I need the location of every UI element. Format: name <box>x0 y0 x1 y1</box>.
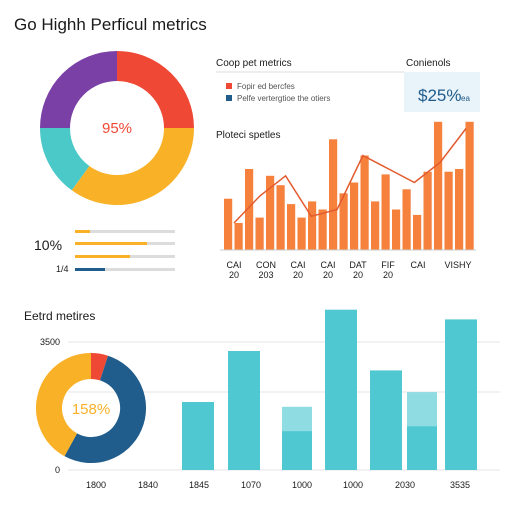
top-bar-4 <box>266 175 275 251</box>
legend-label-1: Pelfe vertergtioe the otiers <box>237 94 330 103</box>
bottom-bar-1 <box>228 351 260 470</box>
top-bar-11 <box>339 193 348 250</box>
bottom-x-label-0: 1800 <box>86 480 106 490</box>
top-bar-15 <box>381 174 390 250</box>
donut-chart-top <box>40 51 194 205</box>
top-bar-21 <box>444 171 453 250</box>
bottom-bar-6 <box>445 319 477 470</box>
top-bar-12 <box>350 182 359 250</box>
top-x-label-4: DAT 20 <box>349 260 367 280</box>
top-bar-chart-x-labels: CAI 20 CON 203 CAI 20 CAI 20 DAT 20 FIF 20 CAI VISHY <box>226 260 471 280</box>
top-bar-18 <box>413 214 422 250</box>
top-x-label-0: CAI 20 <box>226 260 241 280</box>
donut-top-slice-0 <box>116 51 194 129</box>
top-bar-8 <box>308 201 317 250</box>
bottom-y-tick-2: 0 <box>55 465 60 475</box>
legend-panel-title: Coop pet metrics <box>216 58 292 69</box>
bottom-x-label-1: 1840 <box>138 480 158 490</box>
legend-swatch-1 <box>226 95 232 101</box>
progress-main-label: 10% <box>34 237 62 253</box>
legend-label-0: Fopir ed bercfes <box>237 82 295 91</box>
kpi-card-unit: ea <box>461 94 470 103</box>
top-bar-3 <box>255 217 264 250</box>
progress-track-3 <box>75 268 175 271</box>
progress-bars <box>75 230 175 271</box>
top-bar-19 <box>423 171 432 250</box>
bottom-x-label-4: 1000 <box>292 480 312 490</box>
top-bar-chart-title: Ploteci spetles <box>216 130 280 141</box>
top-bar-5 <box>276 185 285 250</box>
donut-bottom-slice-2 <box>36 353 92 457</box>
bottom-bar-chart-title: Eetrd metires <box>24 309 95 323</box>
donut-top-slice-3 <box>40 51 118 129</box>
progress-fill-3 <box>75 268 105 271</box>
bottom-bar-chart <box>182 309 477 470</box>
top-bar-20 <box>434 121 443 251</box>
top-bar-6 <box>287 204 296 250</box>
top-x-label-7: VISHY <box>444 260 471 270</box>
bottom-bar-top-2 <box>282 406 312 432</box>
top-bar-23 <box>465 121 474 251</box>
bottom-x-label-6: 2030 <box>395 480 415 490</box>
bottom-bar-3 <box>325 309 357 470</box>
top-x-label-3: CAI 20 <box>320 260 335 280</box>
bottom-y-tick-0: 3500 <box>40 337 60 347</box>
progress-track-0 <box>75 230 175 233</box>
top-bar-16 <box>392 209 401 250</box>
top-bar-17 <box>402 189 411 251</box>
donut-bottom-slice-0 <box>90 353 108 381</box>
top-bar-9 <box>318 209 327 250</box>
top-bar-0 <box>224 198 233 250</box>
bottom-bar-4 <box>370 370 402 470</box>
top-x-label-5: FIF 20 <box>381 260 395 280</box>
top-bar-1 <box>234 223 243 250</box>
progress-fill-0 <box>75 230 90 233</box>
top-x-label-6: CAI <box>410 260 425 270</box>
top-bar-2 <box>245 169 254 250</box>
top-bar-10 <box>329 139 338 250</box>
top-bar-13 <box>360 155 369 250</box>
donut-bottom-center-label: 158% <box>72 401 110 418</box>
donut-bottom-slice-1 <box>64 355 147 463</box>
bottom-bar-0 <box>182 402 214 470</box>
top-bar-14 <box>371 201 380 250</box>
top-x-label-2: CAI 20 <box>290 260 305 280</box>
donut-top-center-label: 95% <box>102 120 132 137</box>
progress-minor-label: 1/4 <box>56 264 69 274</box>
page-title: Go Highh Perficul metrics <box>14 15 207 34</box>
top-x-label-1: CON 203 <box>256 260 276 280</box>
top-bar-7 <box>297 217 306 250</box>
kpi-card-value: $25% <box>418 86 461 105</box>
kpi-card <box>404 72 480 112</box>
donut-top-slice-1 <box>71 127 194 205</box>
kpi-card-title: Conienols <box>406 58 450 69</box>
legend-swatch-0 <box>226 83 232 89</box>
top-line-series <box>233 128 467 224</box>
donut-top-slice-2 <box>40 127 90 191</box>
progress-fill-2 <box>75 255 130 258</box>
bottom-x-label-5: 1000 <box>343 480 363 490</box>
bottom-bar-top-5 <box>407 392 437 427</box>
top-bar-chart <box>220 121 476 251</box>
donut-chart-bottom <box>36 353 147 463</box>
progress-fill-1 <box>75 242 147 245</box>
bottom-x-label-7: 3535 <box>450 480 470 490</box>
top-bar-22 <box>455 169 464 250</box>
bottom-bar-chart-x-labels: 1800 1840 1845 1070 1000 1000 2030 3535 <box>86 480 470 490</box>
bottom-x-label-2: 1845 <box>189 480 209 490</box>
bottom-x-label-3: 1070 <box>241 480 261 490</box>
